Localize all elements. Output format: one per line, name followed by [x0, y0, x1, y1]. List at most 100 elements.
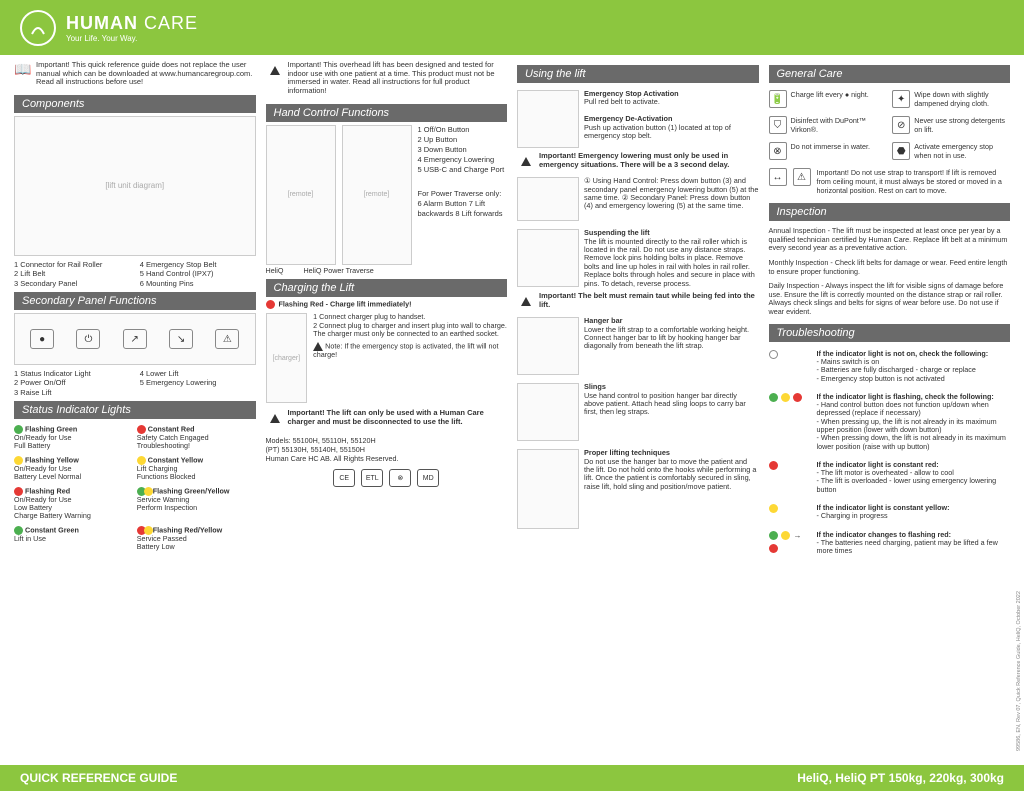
- status-fy-desc: On/Ready for Use Battery Level Normal: [14, 464, 81, 481]
- status-cr-desc: Safety Catch Engaged Troubleshooting!: [137, 433, 209, 450]
- battery-icon: 🔋: [769, 90, 787, 108]
- components-diagram: [lift unit diagram]: [14, 116, 256, 256]
- hand-labels: HeliQ HeliQ Power Traverse: [266, 267, 508, 276]
- hand-diagram-2: [remote]: [342, 125, 412, 265]
- models-text: Models: 55100H, 55110H, 55120H (PT) 5513…: [266, 436, 508, 463]
- trouble-cred: If the indicator light is constant red:-…: [769, 461, 1011, 494]
- hand-list-top: 1 Off/On Button 2 Up Button 3 Down Butto…: [418, 125, 508, 176]
- book-icon: 📖: [14, 61, 32, 87]
- use-emstop: Emergency Stop Activation Pull red belt …: [517, 90, 759, 148]
- secondary-panel-diagram: ● ⏻ ↗ ↘ ⚠: [14, 313, 256, 365]
- charge-diagram: [charger]: [266, 313, 308, 403]
- inspection-title: Inspection: [769, 203, 1011, 221]
- care-disinfect: Disinfect with DuPont™ Virkon®.: [791, 116, 887, 134]
- column-4: General Care 🔋 Charge lift every ● night.…: [769, 61, 1011, 765]
- use-emlower: ① Using Hand Control: Press down button …: [517, 177, 759, 221]
- warning-icon-2: [266, 409, 284, 426]
- important-text-2: Important! This overhead lift has been d…: [288, 61, 508, 96]
- belt-warn: Important! The belt must remain taut whi…: [517, 292, 759, 309]
- nowater-icon: ⊗: [769, 142, 787, 160]
- proper-img: [517, 449, 579, 529]
- important-note-1: 📖 Important! This quick reference guide …: [14, 61, 256, 87]
- components-legend-left: 1 Connector for Rail Roller 2 Lift Belt …: [14, 260, 130, 288]
- care-charge: Charge lift every ● night.: [791, 90, 869, 99]
- charge-steps: 1 Connect charger plug to handset. 2 Con…: [313, 313, 507, 339]
- nodetergent-icon: ⊘: [892, 116, 910, 134]
- using-lift-title: Using the lift: [517, 65, 759, 83]
- status-cy-desc: Lift Charging Functions Blocked: [137, 464, 196, 481]
- status-fg-desc: On/Ready for Use Full Battery: [14, 433, 72, 450]
- panel-btn-4: ↘: [169, 329, 193, 349]
- logo-icon: [20, 10, 56, 46]
- trouble-flash-t: - Hand control button does not function …: [817, 400, 1006, 450]
- troubleshooting-title: Troubleshooting: [769, 324, 1011, 342]
- hand-list-bottom: For Power Traverse only: 6 Alarm Button …: [418, 189, 508, 219]
- secondary-panel-title: Secondary Panel Functions: [14, 292, 256, 310]
- use-hanger: Hanger barLower the lift strap to a comf…: [517, 317, 759, 375]
- panel-btn-2: ⏻: [76, 329, 100, 349]
- cert-row: CE ETL ⊗ MD: [266, 469, 508, 487]
- panel-btn-3: ↗: [123, 329, 147, 349]
- components-legend: 1 Connector for Rail Roller 2 Lift Belt …: [14, 260, 256, 288]
- care-row-2: ⛉Disinfect with DuPont™ Virkon®. ⊘Never …: [769, 116, 1011, 134]
- footer-left: QUICK REFERENCE GUIDE: [20, 771, 177, 785]
- secpanel-legend-left: 1 Status Indicator Light 2 Power On/Off …: [14, 369, 130, 397]
- side-note: 99586, EN, Rev 07, Quick Reference Guide…: [1016, 511, 1022, 751]
- general-care-title: General Care: [769, 65, 1011, 83]
- use-slings: SlingsUse hand control to position hange…: [517, 383, 759, 441]
- status-row-4: Constant GreenLift in Use Flashing Red/Y…: [14, 526, 256, 551]
- important-note-2: Important! This overhead lift has been d…: [266, 61, 508, 96]
- inspect-daily: Daily Inspection - Always inspect the li…: [769, 282, 1011, 317]
- footer-bar: QUICK REFERENCE GUIDE HeliQ, HeliQ PT 15…: [0, 765, 1024, 791]
- care-transport: Important! Do not use strap to transport…: [817, 168, 1011, 195]
- hand-control-title: Hand Control Functions: [266, 104, 508, 122]
- stop-icon: ⬣: [892, 142, 910, 160]
- cert-md: MD: [417, 469, 439, 487]
- panel-btn-1: ●: [30, 329, 54, 349]
- trouble-cyel-t: - Charging in progress: [817, 511, 888, 520]
- charging-title: Charging the Lift: [266, 279, 508, 297]
- status-lights-title: Status Indicator Lights: [14, 401, 256, 419]
- emstop-t: Pull red belt to activate.: [584, 97, 660, 106]
- hanger-img: [517, 317, 579, 375]
- warning-icon: [266, 61, 284, 96]
- trouble-cyel: If the indicator light is constant yello…: [769, 504, 1011, 521]
- care-water: Do not immerse in water.: [791, 142, 871, 151]
- emdeact-t: Push up activation button (1) located at…: [584, 123, 731, 140]
- warning-icon-3: [517, 152, 535, 169]
- care-row-3: ⊗ Do not immerse in water. ⬣Activate emer…: [769, 142, 1011, 160]
- suspend-t: The lift is mounted directly to the rail…: [584, 237, 755, 288]
- important-text-1: Important! This quick reference guide do…: [36, 61, 256, 87]
- brand-light: CARE: [144, 13, 198, 33]
- brand-block: HUMAN CARE Your Life. Your Way.: [66, 13, 198, 43]
- cloth-icon: ✦: [892, 90, 910, 108]
- header-bar: HUMAN CARE Your Life. Your Way.: [0, 0, 1024, 55]
- belt-warn-text: Important! The belt must remain taut whi…: [539, 291, 755, 309]
- status-cg-desc: Lift in Use: [14, 534, 46, 543]
- transport-icon: ↔: [769, 168, 787, 186]
- care-row-1: 🔋 Charge lift every ● night. ✦Wipe down w…: [769, 90, 1011, 108]
- care-wipe: Wipe down with slightly dampened drying …: [914, 90, 1010, 108]
- brand-bold: HUMAN: [66, 13, 138, 33]
- secpanel-legend-right: 4 Lower Lift 5 Emergency Lowering: [140, 369, 256, 397]
- warning-icon-5: ⚠: [793, 168, 811, 186]
- slings-t: Use hand control to position hanger bar …: [584, 391, 746, 417]
- charge-flash: Flashing Red - Charge lift immediately!: [266, 300, 508, 309]
- warning-icon-4: [517, 292, 535, 309]
- status-row-1: Flashing GreenOn/Ready for Use Full Batt…: [14, 425, 256, 450]
- trouble-off: If the indicator light is not on, check …: [769, 350, 1011, 383]
- charge-row: [charger] 1 Connect charger plug to hand…: [266, 313, 508, 403]
- emlower-warn-text: Important! Emergency lowering must only …: [539, 151, 729, 169]
- hand-control-list: 1 Off/On Button 2 Up Button 3 Down Butto…: [418, 125, 508, 265]
- tagline: Your Life. Your Way.: [66, 34, 198, 43]
- column-1: 📖 Important! This quick reference guide …: [14, 61, 256, 765]
- care-emstop: Activate emergency stop when not in use.: [914, 142, 1010, 160]
- status-row-3: Flashing RedOn/Ready for Use Low Battery…: [14, 487, 256, 520]
- secpanel-legend: 1 Status Indicator Light 2 Power On/Off …: [14, 369, 256, 397]
- care-deterg: Never use strong detergents on lift.: [914, 116, 1010, 134]
- trouble-off-t: - Mains switch is on - Batteries are ful…: [817, 357, 976, 383]
- trouble-tofr-t: - The batteries need charging, patient m…: [817, 538, 998, 555]
- inspect-monthly: Monthly Inspection - Check lift belts fo…: [769, 259, 1011, 276]
- suspend-img: [517, 229, 579, 287]
- use-proper: Proper lifting techniquesDo not use the …: [517, 449, 759, 529]
